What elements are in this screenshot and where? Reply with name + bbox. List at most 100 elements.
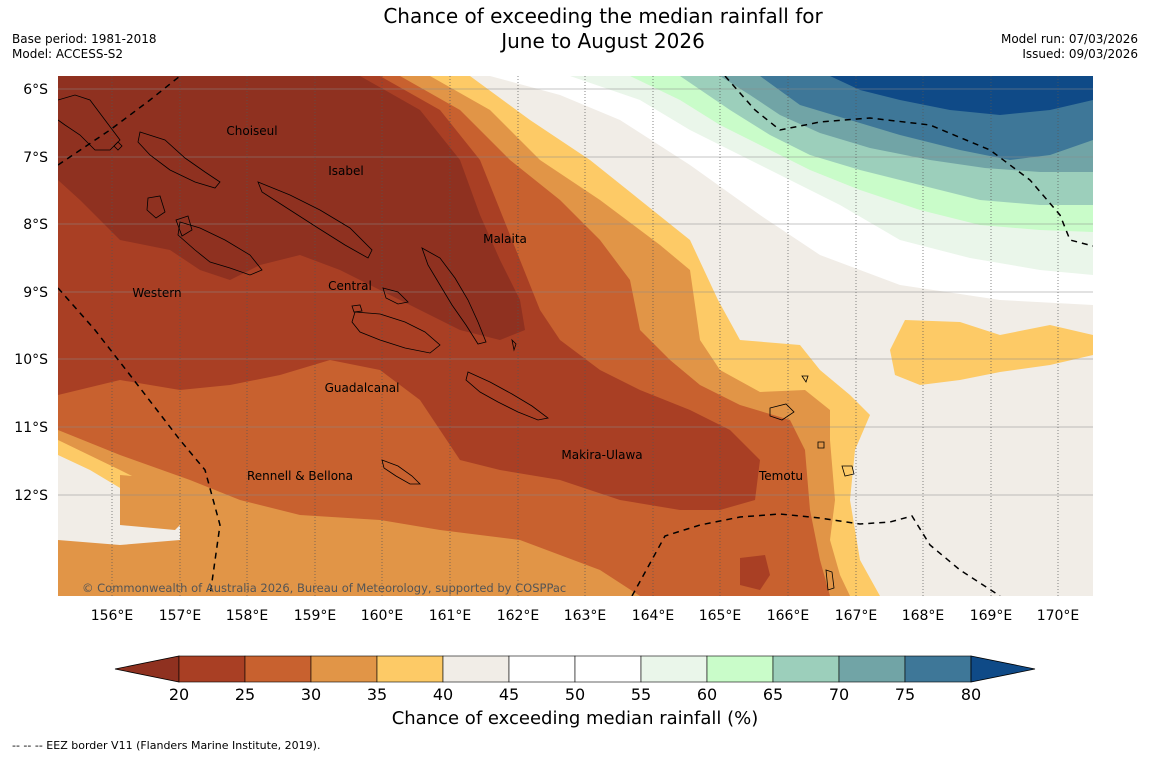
island-anuta [825,569,835,591]
island-shortland [113,141,123,151]
island-rennell [381,459,421,485]
lat-label: 11°S [14,420,48,436]
island-kolombangara [175,215,193,237]
region-malaita: Malaita [483,232,527,246]
colorbar-segment [442,655,510,683]
island-florida [382,287,409,305]
colorbar-tick-label: 40 [433,685,453,704]
island-russell [351,304,363,313]
colorbar-tick-label: 70 [829,685,849,704]
colorbar-segment [178,655,246,683]
island-tikopia [817,441,825,449]
colorbar-segment [838,655,906,683]
lon-label: 160°E [361,608,404,624]
latitude-gridlines [58,88,1093,496]
lon-label: 164°E [632,608,675,624]
region-choiseul: Choiseul [226,124,277,138]
colorbar-segment [706,655,774,683]
model-name: Model: ACCESS-S2 [12,47,124,61]
region-central: Central [328,279,372,293]
lon-label: 165°E [699,608,742,624]
lon-label: 162°E [497,608,540,624]
island-makira [465,371,549,421]
colorbar-segment [244,655,312,683]
colorbar-tick-label: 65 [763,685,783,704]
model-run: Model run: 07/03/2026 [1000,32,1138,46]
lon-label: 157°E [159,608,202,624]
map-title: Chance of exceeding the median rainfall … [0,4,1150,54]
band-20-25-south [740,555,770,590]
lat-label: 10°S [14,352,48,368]
colorbar-tick-label: 25 [235,685,255,704]
lon-label: 166°E [767,608,810,624]
lat-label: 7°S [23,150,48,166]
colorbar-tick-label: 30 [301,685,321,704]
colorbar-tick-label: 50 [565,685,585,704]
island-outlines [58,94,855,591]
region-makira-ulawa: Makira-Ulawa [561,448,642,462]
lat-label: 8°S [23,217,48,233]
lat-label: 12°S [14,488,48,504]
island-vanikoro [841,465,855,477]
colorbar-tick-label: 60 [697,685,717,704]
map-plot-area: Choiseul Isabel Malaita Central Western … [58,76,1093,596]
run-info: Model run: 07/03/2026 Issued: 09/03/2026 [1001,32,1138,62]
colorbar-tick-label: 75 [895,685,915,704]
colorbar-segment [640,655,708,683]
eez-west-south [58,287,221,596]
island-ulawa [511,338,517,352]
island-isabel [257,181,373,259]
longitude-labels: 156°E 157°E 158°E 159°E 160°E 161°E 162°… [91,608,1080,624]
region-labels: Choiseul Isabel Malaita Central Western … [132,124,803,483]
island-new-georgia [177,221,263,276]
colorbar-tick-label: 20 [169,685,189,704]
island-vella-lavella [146,195,166,219]
colorbar-tick-label: 35 [367,685,387,704]
lat-label: 6°S [23,82,48,98]
band-below-20 [58,76,525,340]
colorbar-segment [310,655,378,683]
title-line-2: June to August 2026 [501,29,705,53]
region-guadalcanal: Guadalcanal [325,381,400,395]
colorbar-tick-label: 80 [961,685,981,704]
eez-se [631,513,1001,596]
lon-label: 159°E [294,608,337,624]
copyright-notice: © Commonwealth of Australia 2026, Bureau… [82,581,566,595]
colorbar: 20 25 30 35 40 45 50 55 60 65 70 75 80 [114,655,1036,704]
eez-footnote: -- -- -- EEZ border V11 (Flanders Marine… [12,739,321,752]
band-35-40-east [890,320,1093,385]
region-temotu: Temotu [758,469,803,483]
eez-borders [58,76,1093,596]
colorbar-segment [772,655,840,683]
colorbar-segment [376,655,444,683]
lon-label: 156°E [91,608,134,624]
island-malaita [421,247,487,345]
island-santa-cruz [769,403,795,421]
model-info: Base period: 1981-2018 Model: ACCESS-S2 [12,32,157,62]
colorbar-segment [508,655,576,683]
lon-label: 169°E [970,608,1013,624]
colorbar-segment [904,655,972,683]
lon-label: 158°E [226,608,269,624]
island-reef [801,375,809,383]
lat-label: 9°S [23,285,48,301]
latitude-labels: 6°S 7°S 8°S 9°S 10°S 11°S 12°S [14,82,48,504]
band-above-80 [830,76,1093,115]
island-choiseul [137,131,221,189]
colorbar-extend-low [114,655,180,683]
region-isabel: Isabel [328,164,363,178]
region-western: Western [132,286,181,300]
issued-date: Issued: 09/03/2026 [1022,47,1138,61]
lon-label: 161°E [429,608,472,624]
colorbar-extend-high [970,655,1036,683]
base-period: Base period: 1981-2018 [12,32,157,46]
lon-label: 167°E [835,608,878,624]
title-line-1: Chance of exceeding the median rainfall … [383,4,823,28]
colorbar-tick-label: 45 [499,685,519,704]
colorbar-segment [574,655,642,683]
eez-ne [724,76,1093,247]
colorbar-title: Chance of exceeding median rainfall (%) [391,708,759,729]
region-rennell-bellona: Rennell & Bellona [247,469,353,483]
lon-label: 168°E [902,608,945,624]
